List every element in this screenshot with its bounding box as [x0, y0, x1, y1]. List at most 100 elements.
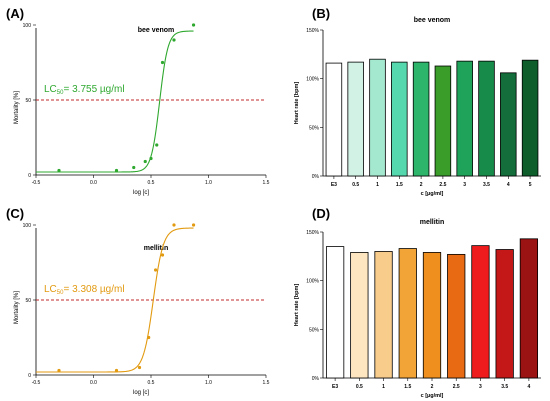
bar — [519, 238, 539, 379]
x-tick-label: 3.5 — [501, 384, 508, 390]
bar — [471, 245, 490, 379]
data-point — [143, 159, 147, 164]
data-point — [160, 253, 165, 257]
bar — [391, 61, 408, 177]
panel-label: (C) — [6, 206, 24, 221]
x-tick-label: 1.5 — [396, 182, 403, 188]
panel-3: (D) mellitin 0% 50% 100% 150% E3 0.5 1 1.5 2 2.5 3 3.… — [294, 206, 541, 399]
bar — [422, 252, 442, 379]
data-point — [114, 168, 119, 173]
bar — [412, 61, 430, 177]
y-tick-label: 150% — [306, 28, 319, 34]
x-axis-title: log [c] — [133, 390, 149, 396]
chart-title: mellitin — [420, 219, 445, 226]
panel-label: (B) — [312, 6, 330, 21]
y-axis-title: Heart rate [bpm] — [294, 284, 300, 327]
x-tick-label: 1.0 — [205, 380, 212, 386]
x-tick-label: 0.0 — [90, 380, 97, 386]
data-point — [172, 38, 176, 42]
y-tick-label: 50% — [309, 327, 320, 333]
x-tick-label: 0.5 — [352, 182, 359, 188]
data-point — [172, 223, 176, 227]
y-tick-label: 0% — [312, 174, 320, 180]
y-tick-label: 0 — [28, 173, 31, 179]
x-axis-title: log [c] — [133, 190, 149, 196]
y-tick-label: 150% — [306, 230, 319, 236]
data-point — [160, 60, 165, 65]
y-tick-label: 100 — [23, 223, 32, 229]
lc50-value: = 3.755 µg/ml — [63, 84, 124, 95]
x-tick-label: 4 — [507, 182, 510, 188]
y-tick-label: 0% — [312, 376, 320, 382]
y-tick-label: 50% — [309, 125, 320, 131]
x-tick-label: 1.5 — [263, 180, 270, 186]
x-tick-label: 0.0 — [90, 180, 97, 186]
panel-label: (D) — [312, 206, 330, 221]
x-axis-title: c [µg/ml] — [421, 393, 444, 399]
bar — [325, 246, 345, 379]
x-tick-label: E3 — [332, 384, 338, 390]
data-point — [155, 143, 159, 147]
lc50-subscript: 50 — [57, 90, 64, 96]
y-tick-label: 100% — [306, 279, 319, 285]
y-tick-label: 0 — [28, 373, 31, 379]
x-tick-label: 2 — [431, 384, 434, 390]
lc50-prefix: LC — [44, 284, 57, 295]
x-tick-label: 0.5 — [356, 384, 363, 390]
x-tick-label: -0.5 — [32, 180, 41, 186]
data-point — [191, 23, 196, 27]
x-tick-label: 1.5 — [263, 380, 270, 386]
panel-label: (A) — [6, 6, 24, 21]
bar — [434, 65, 452, 177]
bar — [447, 253, 466, 379]
lc50-value: = 3.308 µg/ml — [63, 284, 124, 295]
panel-2: (C) mellitin 0 50 100 -0.5 0.0 0.5 1.0 1.5 log [c]… — [6, 206, 270, 396]
bar — [398, 248, 417, 379]
data-point — [147, 335, 151, 340]
x-tick-label: 1 — [382, 384, 385, 390]
data-point — [132, 165, 136, 170]
chart-title: bee venom — [414, 17, 451, 24]
y-tick-label: 50 — [25, 98, 31, 104]
y-axis-title: Mortality [%] — [14, 91, 20, 124]
data-point — [191, 223, 196, 227]
bar — [347, 61, 364, 177]
x-tick-label: 2 — [420, 182, 423, 188]
x-axis-title: c [µg/ml] — [421, 191, 444, 197]
x-tick-label: 3 — [463, 182, 466, 188]
chart-title: mellitin — [144, 245, 169, 252]
bar — [456, 60, 473, 177]
x-tick-label: E3 — [331, 182, 337, 188]
bar — [374, 251, 393, 379]
bar — [500, 72, 517, 177]
bar — [369, 58, 386, 177]
bar — [478, 60, 495, 177]
panel-0: (A) bee venom 0 50 100 -0.5 0.0 0.5 1.0 1.5 log [c… — [6, 6, 270, 196]
lc50-subscript: 50 — [57, 290, 64, 296]
lc50-annotation: LC50= 3.755 µg/ml — [44, 84, 125, 96]
lc50-annotation: LC50= 3.308 µg/ml — [44, 284, 125, 296]
x-tick-label: 1.5 — [404, 384, 411, 390]
y-tick-label: 100 — [23, 23, 32, 29]
fit-curve — [36, 30, 194, 173]
panel-1: (B) bee venom 0% 50% 100% 150% E3 0.5 1 1.5 2 2.5 3 3… — [294, 6, 541, 197]
x-tick-label: 2.5 — [439, 182, 446, 188]
bar — [325, 62, 343, 177]
y-axis-title: Heart rate [bpm] — [294, 82, 300, 125]
data-point — [137, 365, 142, 370]
y-axis-title: Mortality [%] — [14, 291, 20, 324]
x-tick-label: 4 — [527, 384, 530, 390]
y-tick-label: 50 — [25, 298, 31, 304]
data-point — [57, 368, 61, 373]
bar — [495, 249, 514, 379]
x-tick-label: 3.5 — [483, 182, 490, 188]
data-point — [149, 156, 153, 161]
bar — [350, 252, 369, 379]
bar — [521, 59, 539, 177]
x-tick-label: 0.5 — [148, 180, 155, 186]
y-tick-label: 100% — [306, 77, 319, 83]
data-point — [114, 368, 119, 373]
data-point — [57, 168, 61, 173]
x-tick-label: 5 — [529, 182, 532, 188]
